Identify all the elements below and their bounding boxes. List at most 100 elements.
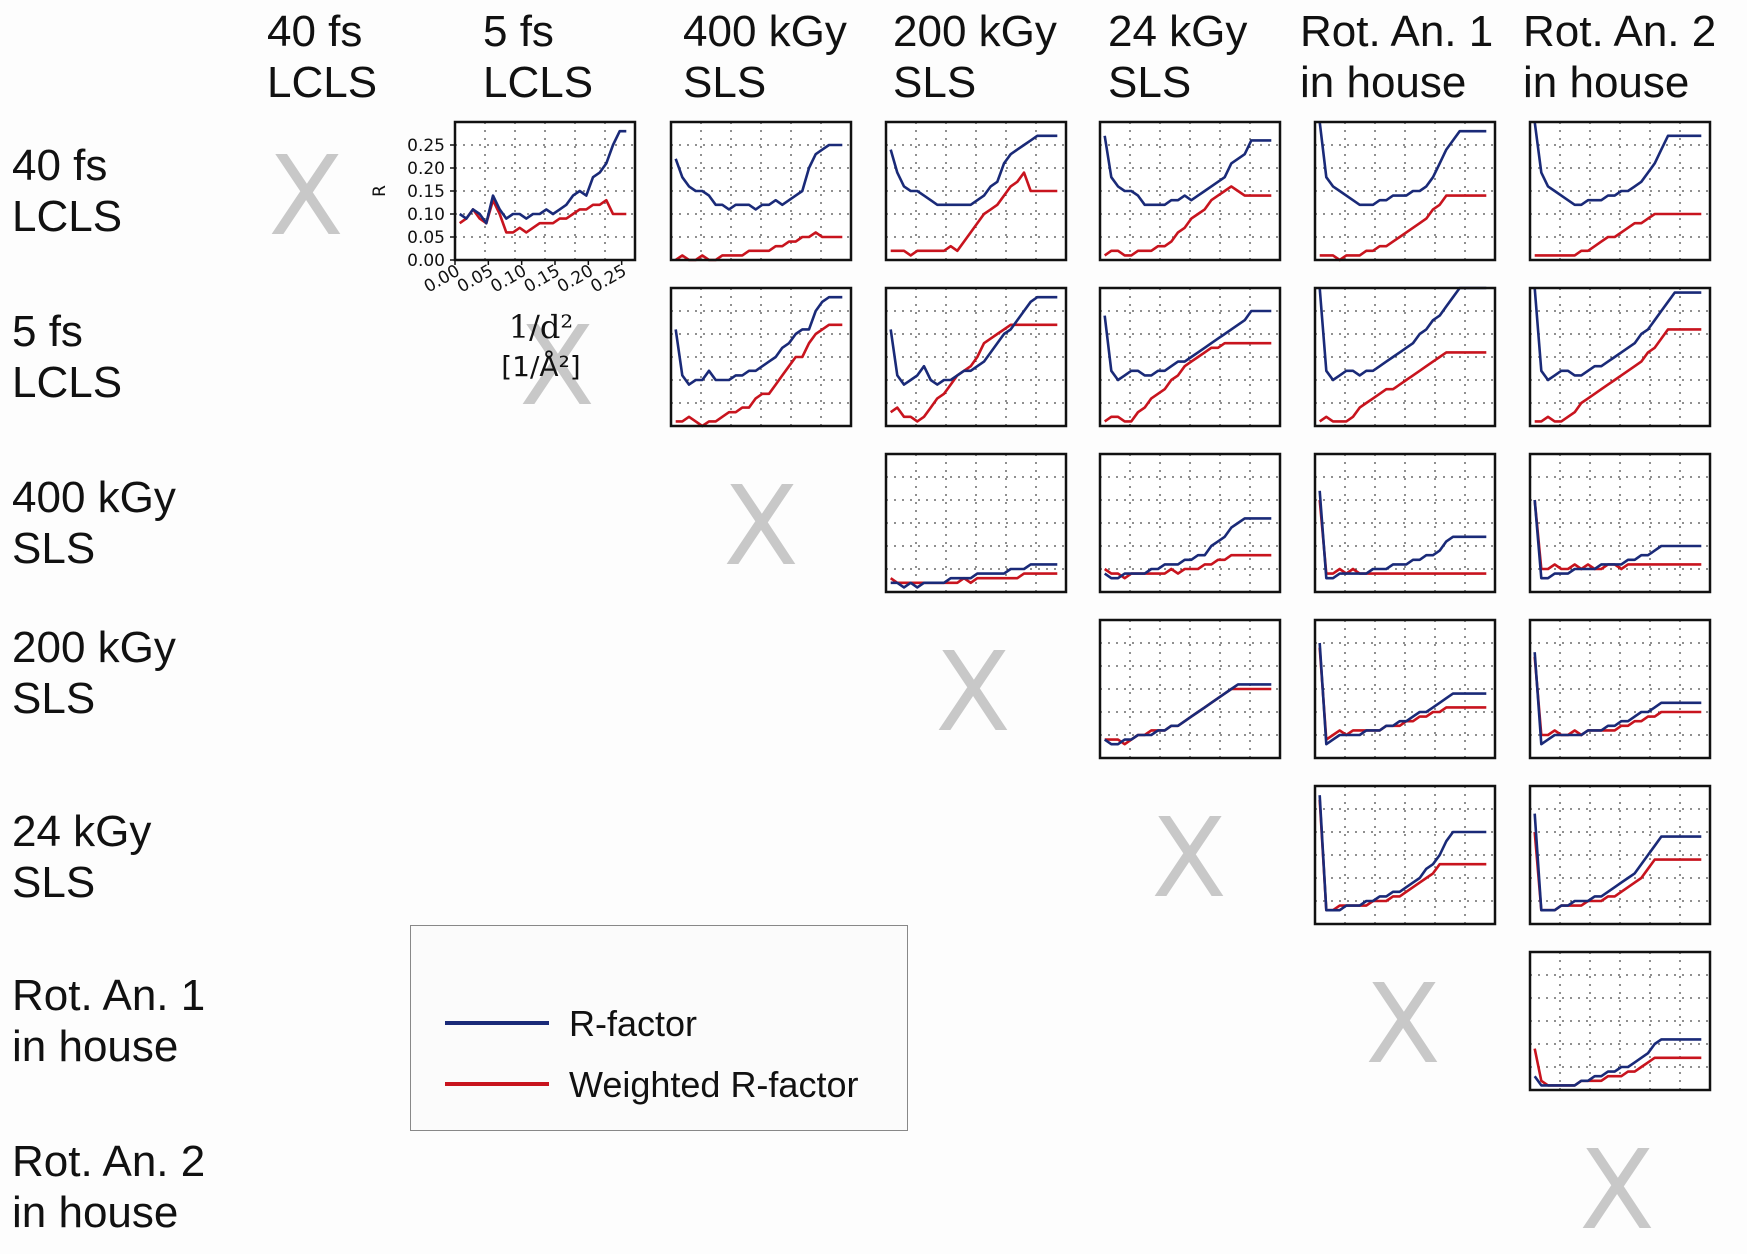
chart-panel (1098, 120, 1282, 262)
y-tick-label: 0.25 (407, 136, 445, 156)
series-line-weighted-r-factor (1319, 194, 1487, 262)
chart-panel (884, 452, 1068, 594)
y-tick-label: 0.00 (407, 251, 445, 271)
row-label-line1: 200 kGy (12, 623, 176, 672)
series-line-weighted-r-factor (1534, 212, 1702, 257)
series-line-r-factor (889, 134, 1058, 207)
series-line-r-factor (1533, 1038, 1702, 1087)
row-label-400kgy-sls: 400 kGy SLS (12, 472, 176, 574)
legend: R-factor Weighted R-factor (410, 925, 908, 1131)
chart-panel (1528, 950, 1712, 1092)
series-line-r-factor (1103, 683, 1272, 746)
row-label-line2: SLS (12, 524, 96, 573)
chart-panel (669, 286, 853, 428)
y-axis-label: R (370, 185, 390, 197)
row-label-line1: 400 kGy (12, 473, 176, 522)
y-tick-label: 0.10 (407, 205, 445, 225)
chart-panel (1528, 286, 1712, 428)
diagonal-x-mark: X (1365, 960, 1441, 1088)
series-line-r-factor (1103, 135, 1272, 207)
column-label-200kgy-sls: 200 kGy SLS (893, 6, 1057, 108)
series-line-r-factor (458, 129, 627, 225)
panel-frame (884, 286, 1068, 428)
panel-frame (1528, 618, 1712, 760)
panel-frame (1098, 452, 1282, 594)
series-line-r-factor (1533, 813, 1702, 912)
diagonal-x-mark: X (723, 462, 799, 590)
series-line-weighted-r-factor (1318, 351, 1487, 423)
series-line-r-factor (1533, 121, 1702, 207)
panel-frame (1528, 286, 1712, 428)
series-line-weighted-r-factor (889, 572, 1058, 585)
series-line-r-factor (1103, 309, 1272, 382)
row-label-rot-an-1: Rot. An. 1 in house (12, 970, 205, 1072)
column-label-rot-an-2: Rot. An. 2 in house (1523, 6, 1716, 108)
row-label-5fs-lcls: 5 fs LCLS (12, 306, 122, 408)
y-tick-label: 0.15 (407, 182, 445, 202)
series-line-r-factor (1533, 499, 1702, 580)
row-label-line2: LCLS (12, 192, 123, 241)
column-label-line1: 5 fs (483, 7, 554, 56)
chart-panel (1313, 618, 1497, 760)
y-tick-label: 0.20 (407, 159, 445, 179)
panel-frame (669, 120, 853, 262)
chart-panel (669, 120, 853, 262)
chart-panel (1313, 452, 1497, 594)
row-label-line1: 24 kGy (12, 807, 152, 856)
series-line-r-factor (1318, 121, 1487, 207)
series-line-r-factor (674, 295, 843, 386)
row-label-line2: SLS (12, 858, 96, 907)
chart-panel (1528, 618, 1712, 760)
panel-frame (884, 120, 1068, 262)
x-axis-label: 1/d² (509, 308, 573, 346)
column-label-400kgy-sls: 400 kGy SLS (683, 6, 847, 108)
legend-swatch-weighted-r-factor (445, 1082, 549, 1086)
series-line-r-factor (1318, 286, 1487, 382)
column-label-line2: SLS (1108, 58, 1192, 107)
chart-panel (1528, 452, 1712, 594)
series-line-weighted-r-factor (1533, 499, 1702, 571)
chart-panel (1313, 120, 1497, 262)
row-label-line2: SLS (12, 674, 96, 723)
column-label-line2: in house (1300, 58, 1467, 107)
series-line-r-factor (1103, 517, 1272, 580)
column-label-5fs-lcls: 5 fs LCLS (483, 6, 593, 108)
row-label-200kgy-sls: 200 kGy SLS (12, 622, 176, 724)
panel-frame (1528, 120, 1712, 262)
diagonal-x-mark: X (268, 132, 344, 260)
row-label-line2: LCLS (12, 358, 123, 407)
column-label-line1: 24 kGy (1108, 7, 1248, 56)
panel-frame (1528, 784, 1712, 926)
chart-panel: 0.000.050.100.150.200.250.000.050.100.15… (370, 120, 637, 383)
diagonal-x-mark: X (1151, 794, 1227, 922)
panel-frame (1528, 950, 1712, 1092)
chart-panel (1098, 286, 1282, 428)
panel-frame (1313, 120, 1497, 262)
series-line-weighted-r-factor (1103, 185, 1272, 257)
diagonal-x-mark: X (935, 628, 1011, 756)
legend-swatch-r-factor (445, 1021, 549, 1025)
row-label-24kgy-sls: 24 kGy SLS (12, 806, 151, 908)
series-line-r-factor (1533, 287, 1702, 382)
chart-panel (884, 286, 1068, 428)
series-line-weighted-r-factor (890, 171, 1058, 257)
column-label-line2: in house (1523, 58, 1690, 107)
legend-label-weighted-r-factor: Weighted R-factor (569, 1064, 859, 1105)
series-line-r-factor (1318, 490, 1487, 580)
panel-frame (1098, 120, 1282, 262)
series-line-r-factor (889, 295, 1058, 386)
column-label-line1: 40 fs (267, 7, 363, 56)
row-label-line1: 5 fs (12, 307, 83, 356)
panel-frame (1098, 618, 1282, 760)
row-label-line2: in house (12, 1022, 179, 1071)
row-label-line1: Rot. An. 1 (12, 971, 206, 1020)
series-line-r-factor (1318, 795, 1487, 912)
column-label-line1: Rot. An. 1 (1300, 7, 1494, 56)
panel-frame (669, 286, 853, 428)
row-label-rot-an-2: Rot. An. 2 in house (12, 1136, 205, 1238)
panel-frame (1528, 452, 1712, 594)
column-label-rot-an-1: Rot. An. 1 in house (1300, 6, 1493, 108)
column-label-40fs-lcls: 40 fs LCLS (267, 6, 377, 108)
series-line-weighted-r-factor (674, 231, 843, 262)
